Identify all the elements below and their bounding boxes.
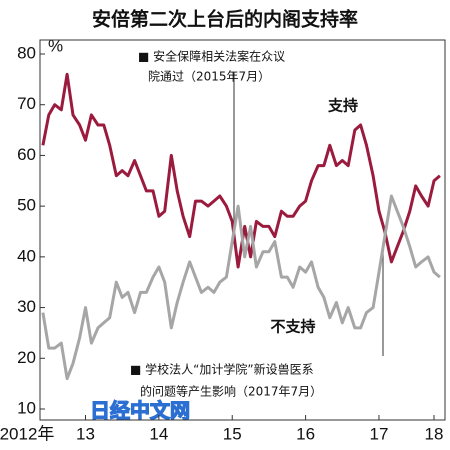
- annotation: 院通过（2015年7月）: [148, 70, 270, 84]
- annotation: ■ 安全保障相关法案在众议: [138, 49, 285, 64]
- y-tick-label: 50: [17, 196, 36, 215]
- y-tick-label: 30: [17, 297, 36, 316]
- annotation: 的问题等产生影响（2017年7月）: [140, 384, 322, 399]
- annotation: ■ 学校法人“加计学院”新设兽医系: [130, 362, 314, 377]
- x-tick-label: 17: [370, 424, 389, 443]
- series-line: [41, 194, 441, 381]
- x-tick-label: 14: [149, 424, 168, 443]
- y-tick-label: 10: [17, 398, 36, 417]
- y-tick-label: 60: [17, 145, 36, 164]
- x-tick-label: 18: [425, 424, 444, 443]
- x-tick-label: 15: [223, 424, 242, 443]
- y-tick-label: 80: [17, 43, 36, 62]
- x-tick-label: 16: [296, 424, 315, 443]
- y-tick-label: 70: [17, 94, 36, 113]
- plot-frame: [39, 39, 446, 421]
- chart-title: 安倍第二次上台后的内阁支持率: [92, 8, 358, 31]
- legend-label: 支持: [327, 97, 358, 115]
- watermark: 日经中文网: [90, 399, 190, 423]
- y-tick-label: 20: [17, 348, 36, 367]
- legend-label: 不支持: [270, 318, 315, 336]
- y-axis-label: %: [48, 36, 63, 55]
- series-line: [41, 72, 441, 269]
- y-tick-label: 40: [17, 246, 36, 265]
- x-tick-label: 2012年: [0, 424, 54, 443]
- x-tick-label: 13: [76, 424, 95, 443]
